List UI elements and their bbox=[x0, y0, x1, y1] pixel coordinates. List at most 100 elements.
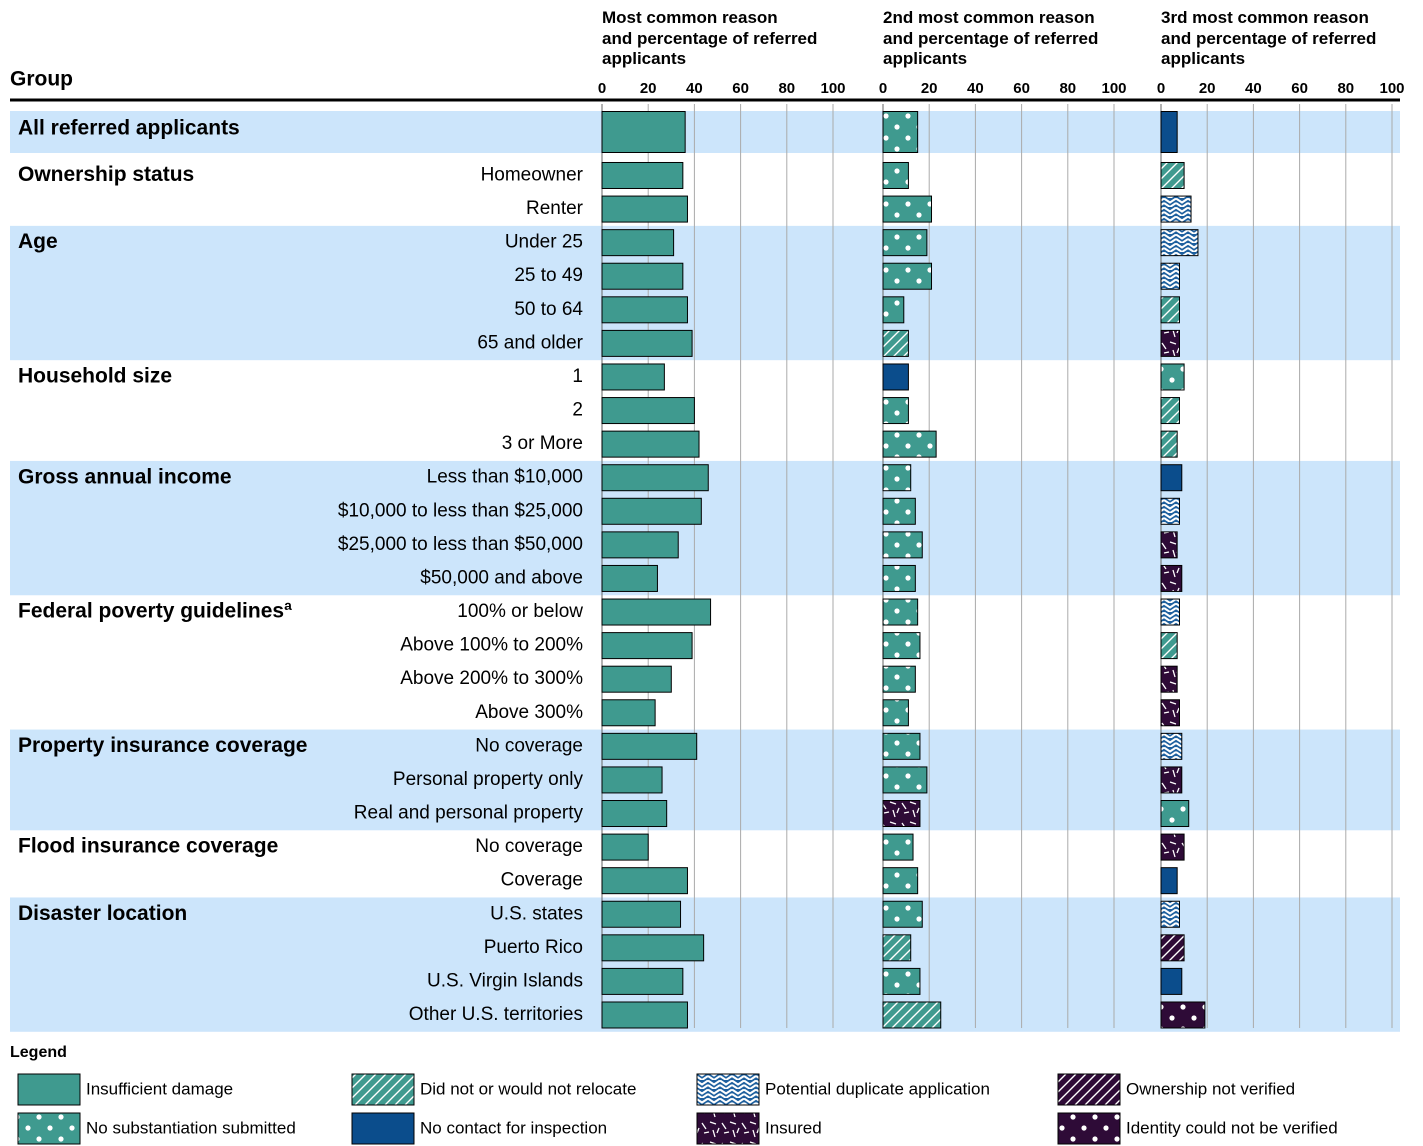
bar bbox=[601, 900, 682, 928]
bar bbox=[1160, 497, 1180, 525]
legend-swatch bbox=[351, 1112, 415, 1145]
bar bbox=[882, 1001, 942, 1029]
x-tick-label: 80 bbox=[1059, 80, 1076, 97]
bar bbox=[1160, 329, 1180, 357]
legend-swatch bbox=[1057, 1073, 1121, 1106]
legend-label: Did not or would not relocate bbox=[420, 1079, 636, 1098]
legend-label: Insufficient damage bbox=[86, 1079, 233, 1098]
x-tick-label: 20 bbox=[921, 80, 938, 97]
bar bbox=[1160, 598, 1180, 626]
bar bbox=[882, 699, 909, 727]
category-label: $25,000 to less than $50,000 bbox=[338, 534, 583, 555]
group-label: Disaster location bbox=[18, 902, 187, 925]
x-tick-label: 40 bbox=[967, 80, 984, 97]
legend-swatch bbox=[1057, 1112, 1121, 1145]
x-tick-label: 40 bbox=[1245, 80, 1262, 97]
bar bbox=[601, 665, 672, 693]
legend-swatch bbox=[696, 1073, 760, 1106]
x-tick-label: 20 bbox=[640, 80, 657, 97]
category-label: Above 300% bbox=[475, 702, 583, 723]
bar bbox=[882, 531, 923, 559]
bar bbox=[882, 430, 937, 458]
bar bbox=[882, 598, 919, 626]
group-label: Household size bbox=[18, 365, 172, 388]
group-label: All referred applicants bbox=[18, 117, 240, 140]
bar bbox=[882, 665, 916, 693]
bar bbox=[1160, 464, 1183, 492]
bar bbox=[601, 497, 702, 525]
category-label: Under 25 bbox=[505, 232, 583, 253]
bar bbox=[1160, 161, 1185, 189]
category-label: 2 bbox=[572, 400, 583, 421]
bar bbox=[1160, 363, 1185, 391]
bar bbox=[882, 800, 921, 828]
bar bbox=[882, 161, 909, 189]
bar bbox=[882, 867, 919, 895]
legend-title: Legend bbox=[10, 1044, 67, 1061]
bar bbox=[882, 296, 905, 324]
bar bbox=[1160, 111, 1178, 153]
legend-label: No substantiation submitted bbox=[86, 1118, 296, 1137]
x-tick-label: 100 bbox=[820, 80, 845, 97]
bar bbox=[601, 766, 663, 794]
legend-label: Ownership not verified bbox=[1126, 1079, 1295, 1098]
category-label: Coverage bbox=[501, 870, 583, 891]
bar bbox=[601, 1001, 688, 1029]
legend-label: No contact for inspection bbox=[420, 1118, 607, 1137]
x-tick-label: 60 bbox=[1013, 80, 1030, 97]
category-label: U.S. states bbox=[490, 903, 583, 924]
x-tick-label: 40 bbox=[686, 80, 703, 97]
bar bbox=[1160, 229, 1199, 257]
panel-title: Most common reason and percentage of ref… bbox=[602, 8, 818, 68]
bar bbox=[601, 632, 693, 660]
bar bbox=[601, 598, 712, 626]
bar bbox=[882, 766, 928, 794]
bar bbox=[1160, 296, 1180, 324]
bar bbox=[1160, 397, 1180, 425]
bar bbox=[601, 229, 675, 257]
category-label: Less than $10,000 bbox=[427, 467, 583, 488]
panel-title: 2nd most common reason and percentage of… bbox=[883, 8, 1099, 68]
x-tick-label: 0 bbox=[879, 80, 887, 97]
bar bbox=[601, 464, 709, 492]
category-label: 100% or below bbox=[457, 601, 583, 622]
bar bbox=[882, 262, 933, 290]
group-header: Group bbox=[10, 68, 73, 91]
bar bbox=[601, 363, 665, 391]
bar bbox=[882, 833, 914, 861]
bar bbox=[601, 967, 684, 995]
category-label: Puerto Rico bbox=[484, 937, 583, 958]
bar bbox=[1160, 564, 1183, 592]
bar bbox=[1160, 665, 1178, 693]
bar bbox=[1160, 934, 1185, 962]
category-label: Above 200% to 300% bbox=[400, 668, 583, 689]
group-label: Gross annual income bbox=[18, 465, 232, 488]
x-tick-label: 100 bbox=[1101, 80, 1126, 97]
bar bbox=[601, 430, 700, 458]
bar bbox=[601, 161, 684, 189]
category-label: Renter bbox=[526, 198, 584, 219]
legend-label: Potential duplicate application bbox=[765, 1079, 990, 1098]
category-label: Above 100% to 200% bbox=[400, 635, 583, 656]
panel-title: 3rd most common reason and percentage of… bbox=[1161, 8, 1377, 68]
bar bbox=[882, 934, 912, 962]
bar bbox=[1160, 632, 1178, 660]
bar bbox=[601, 531, 679, 559]
category-label: Real and personal property bbox=[354, 803, 584, 824]
category-label: 50 to 64 bbox=[514, 299, 583, 320]
legend-label: Identity could not be verified bbox=[1126, 1118, 1338, 1137]
group-label: Ownership status bbox=[18, 163, 194, 186]
legend-swatch bbox=[351, 1073, 415, 1106]
bar bbox=[882, 397, 909, 425]
x-tick-label: 0 bbox=[1157, 80, 1165, 97]
bar bbox=[882, 632, 921, 660]
bar bbox=[1160, 531, 1178, 559]
bar bbox=[601, 195, 688, 223]
bar bbox=[1160, 195, 1192, 223]
bar bbox=[601, 934, 705, 962]
x-tick-label: 60 bbox=[1291, 80, 1308, 97]
category-label: $50,000 and above bbox=[420, 567, 583, 588]
bar bbox=[601, 699, 656, 727]
x-tick-label: 60 bbox=[732, 80, 749, 97]
bar bbox=[1160, 732, 1183, 760]
